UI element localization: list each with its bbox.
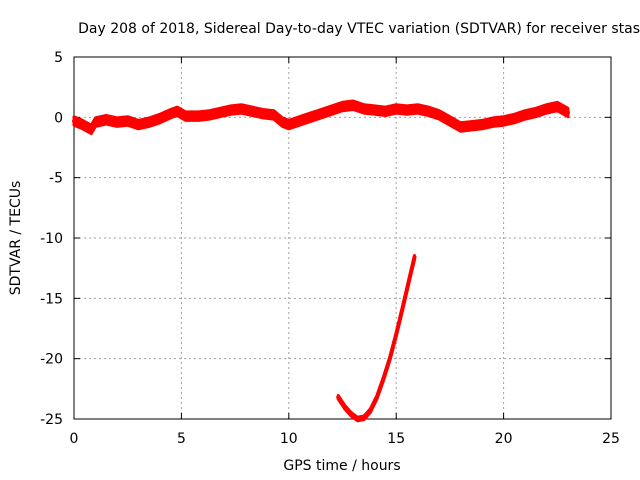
y-tick-label: -10: [40, 231, 63, 247]
series-band-0: [72, 99, 570, 136]
series-line-0: [72, 103, 570, 132]
x-axis-label: GPS time / hours: [283, 458, 400, 474]
y-tick-label: -20: [40, 352, 63, 368]
data-series: [72, 99, 570, 423]
y-axis-label: SDTVAR / TECUs: [8, 181, 24, 296]
chart-title: Day 208 of 2018, Sidereal Day-to-day VTE…: [78, 21, 640, 37]
x-tick-label: 20: [495, 431, 513, 447]
x-tick-label: 25: [602, 431, 620, 447]
y-tick-label: 5: [54, 50, 63, 66]
axis-ticks: [73, 56, 612, 420]
x-tick-label: 10: [280, 431, 298, 447]
series-line-1: [336, 255, 417, 421]
y-tick-label: -5: [49, 171, 63, 187]
x-tick-label: 0: [70, 431, 79, 447]
y-tick-label: 0: [54, 110, 63, 126]
x-tick-label: 15: [387, 431, 405, 447]
x-tick-label: 5: [177, 431, 186, 447]
y-tick-label: -25: [40, 412, 63, 428]
tick-labels: 0 5 10 15 20 25 5 0 -5 -10 -15 -20 -25: [40, 50, 620, 447]
y-tick-label: -15: [40, 291, 63, 307]
